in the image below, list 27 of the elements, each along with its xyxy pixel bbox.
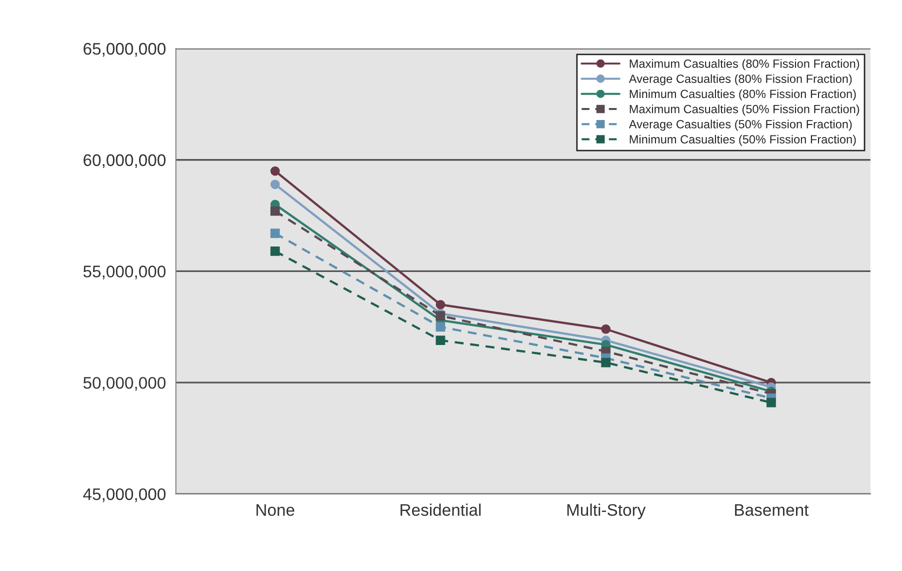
point <box>270 228 280 238</box>
point <box>601 358 611 368</box>
legend-label: Average Casualties (80% Fission Fraction) <box>628 74 852 86</box>
x-tick-label: None <box>256 504 294 516</box>
y-tick-label: 60,000,000 <box>84 154 166 168</box>
y-tick-label: 45,000,000 <box>83 488 166 502</box>
point <box>270 246 280 256</box>
legend-label: Minimum Casualties (50% Fission Fraction) <box>630 134 856 146</box>
point <box>270 180 280 190</box>
legend-label: Maximum Casualties (80% Fission Fraction) <box>630 59 860 70</box>
legend-label: Average Casualties (50% Fission Fraction) <box>628 120 852 131</box>
y-tick-label: 50,000,000 <box>83 376 166 391</box>
legend-label: Minimum Casualties (80% Fission Fraction) <box>630 89 856 100</box>
point <box>436 311 446 320</box>
point <box>436 300 446 310</box>
point <box>766 398 776 408</box>
point <box>436 336 446 345</box>
x-tick-label: Basement <box>735 504 809 516</box>
point <box>601 324 611 334</box>
point <box>436 322 446 332</box>
x-tick-label: Residential <box>400 504 481 516</box>
y-tick-label: 55,000,000 <box>83 266 166 280</box>
legend-label: Maximum Casualties (50% Fission Fraction) <box>630 104 860 116</box>
y-tick-label: 65,000,000 <box>84 42 166 57</box>
point <box>270 206 280 216</box>
point <box>270 166 280 176</box>
x-tick-label: Multi-Story <box>567 504 646 520</box>
